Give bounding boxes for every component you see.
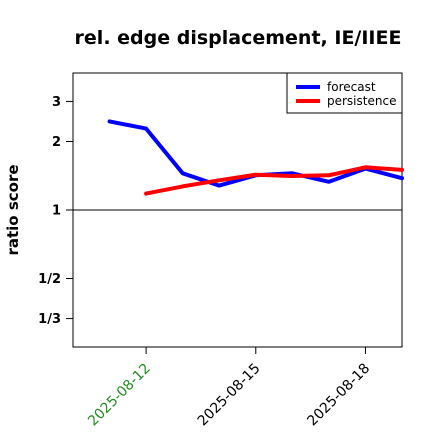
x-tick-label: 2025-08-15 bbox=[195, 361, 264, 430]
series-line-persistence bbox=[144, 165, 404, 196]
legend-box bbox=[286, 72, 403, 114]
y-tick-label: 1 bbox=[52, 204, 61, 219]
y-tick-label: 1/3 bbox=[38, 312, 61, 327]
x-tick-label: 2025-08-18 bbox=[304, 361, 373, 430]
y-axis-label: ratio score bbox=[4, 164, 22, 255]
chart-title: rel. edge displacement, IE/IIEE bbox=[75, 27, 402, 49]
x-tick-label: 2025-08-12 bbox=[85, 361, 154, 430]
y-tick-label: 2 bbox=[52, 135, 61, 150]
y-tick-label: 3 bbox=[52, 95, 61, 110]
legend-label-persistence: persistence bbox=[327, 94, 396, 108]
legend-label-forecast: forecast bbox=[327, 80, 376, 94]
y-tick-label: 1/2 bbox=[38, 272, 61, 287]
